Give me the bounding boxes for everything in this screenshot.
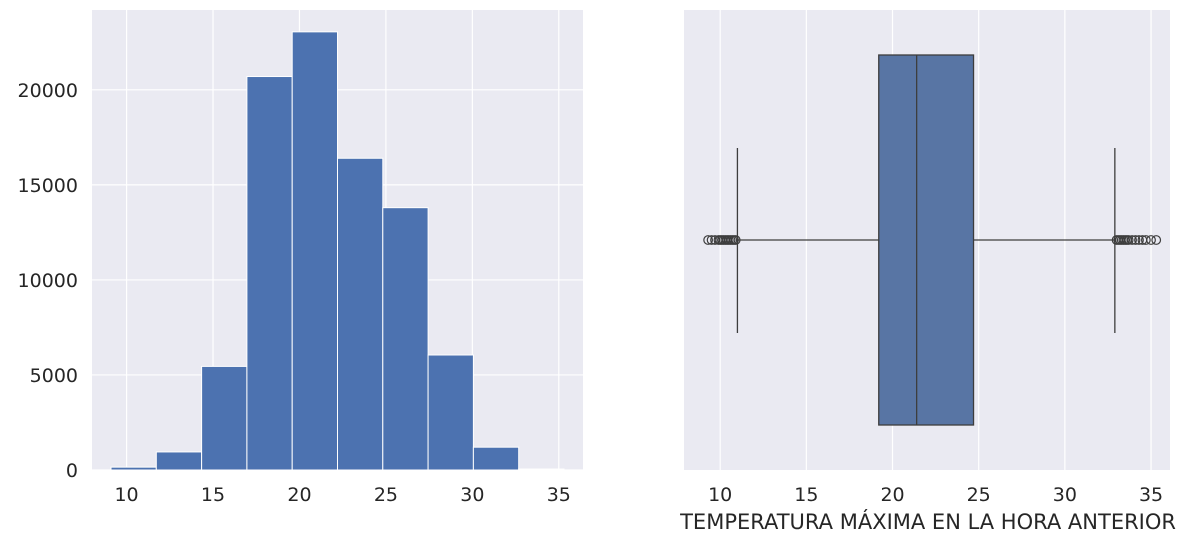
boxplot-x-tick-label: 15 <box>794 484 818 506</box>
boxplot-outlier <box>730 235 741 245</box>
histogram-y-tick-labels: 0 5000 10000 15000 20000 <box>18 80 78 482</box>
boxplot-outlier <box>1130 235 1141 245</box>
histogram-x-tick-label: 30 <box>460 484 484 506</box>
boxplot-marks <box>703 54 1162 426</box>
histogram-bar <box>518 468 565 471</box>
histogram-bar <box>155 451 203 471</box>
boxplot-outlier <box>1134 235 1144 245</box>
histogram-x-tick-label: 35 <box>547 484 571 506</box>
histogram-bar <box>246 76 293 471</box>
boxplot-outlier <box>1127 235 1137 245</box>
histogram-bar <box>382 207 429 471</box>
boxplot-x-tick-labels: 10 15 20 25 30 35 <box>708 484 1163 506</box>
histogram-bars <box>110 31 565 471</box>
boxplot-x-axis-label: TEMPERATURA MÁXIMA EN LA HORA ANTERIOR <box>679 509 1176 534</box>
histogram-x-tick-labels: 10 15 20 25 30 35 <box>114 484 570 506</box>
histogram-bar <box>201 365 248 471</box>
boxplot-x-tick-label: 35 <box>1139 484 1163 506</box>
histogram-x-tick-label: 15 <box>201 484 225 506</box>
histogram-bar <box>291 31 338 471</box>
histogram-y-tick-label: 15000 <box>18 175 78 197</box>
histogram-panel: 10 15 20 25 30 35 0 5000 10000 15000 20000 <box>18 10 583 506</box>
histogram-x-tick-label: 25 <box>374 484 398 506</box>
histogram-y-tick-label: 5000 <box>30 365 78 387</box>
histogram-y-tick-label: 0 <box>66 460 78 482</box>
boxplot-x-tick-label: 25 <box>967 484 991 506</box>
histogram-x-tick-label: 20 <box>287 484 311 506</box>
boxplot-x-tick-label: 20 <box>880 484 904 506</box>
histogram-y-tick-label: 20000 <box>18 80 78 102</box>
histogram-y-tick-label: 10000 <box>18 270 78 292</box>
boxplot-outlier <box>1123 235 1134 245</box>
boxplot-outlier <box>1140 235 1151 245</box>
histogram-bar <box>427 354 474 471</box>
boxplot-x-tick-label: 10 <box>708 484 732 506</box>
boxplot-x-tick-label: 30 <box>1053 484 1077 506</box>
boxplot-box <box>878 54 975 426</box>
boxplot-outlier <box>1151 235 1162 245</box>
histogram-bar <box>110 466 157 471</box>
histogram-x-tick-label: 10 <box>114 484 138 506</box>
histogram-bar <box>472 446 520 471</box>
boxplot-panel: 10 15 20 25 30 35 TEMPERATURA MÁXIMA EN LA HO… <box>679 10 1176 534</box>
boxplot-outlier <box>1146 235 1156 245</box>
boxplot-outlier <box>703 235 714 245</box>
histogram-bar <box>337 157 384 471</box>
